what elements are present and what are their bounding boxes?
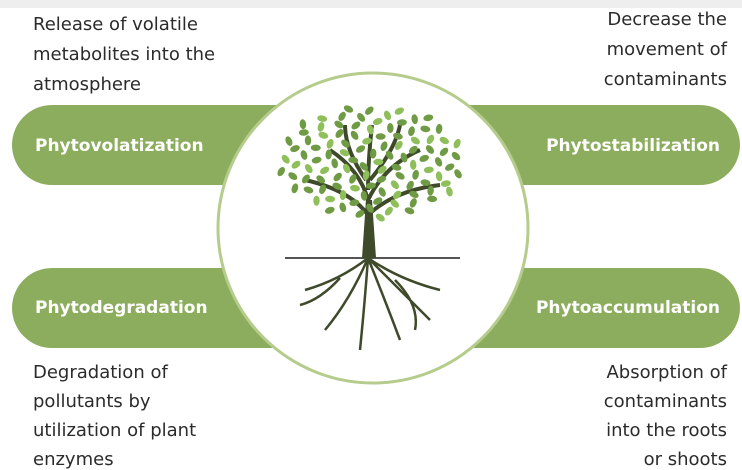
top-strip <box>0 0 742 8</box>
method-description: contaminants <box>604 391 727 412</box>
method-description: utilization of plant <box>33 420 196 441</box>
method-label: Phytostabilization <box>546 136 720 156</box>
method-label: Phytodegradation <box>35 298 208 318</box>
leaf <box>373 159 383 165</box>
method-description: metabolites into the <box>33 44 215 65</box>
method-description: Absorption of <box>606 362 727 383</box>
method-description: Release of volatile <box>33 14 198 35</box>
method-description: atmosphere <box>33 74 141 95</box>
method-description: enzymes <box>33 449 114 470</box>
method-description: Decrease the <box>607 9 727 30</box>
method-description: contaminants <box>604 69 727 90</box>
method-description: into the roots <box>606 420 727 441</box>
method-label: Phytovolatization <box>35 136 204 156</box>
diagram: Phytovolatization Release of volatile meta… <box>0 0 742 470</box>
method-label: Phytoaccumulation <box>536 298 720 318</box>
leaf <box>313 196 319 206</box>
method-description: pollutants by <box>33 391 151 412</box>
method-description: Degradation of <box>33 362 168 383</box>
method-description: movement of <box>607 39 728 60</box>
method-description: or shoots <box>644 449 727 470</box>
